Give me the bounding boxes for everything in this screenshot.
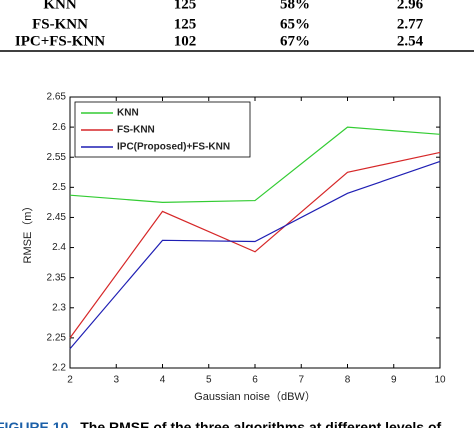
table-cell: 102 [174,33,197,49]
x-tick-label: 4 [160,375,166,386]
legend-label: FS-KNN [117,125,155,136]
y-tick-label: 2.3 [52,302,66,313]
table-cell: 58% [280,0,310,12]
y-axis-label: RMSE（m） [21,201,34,264]
y-tick-label: 2.35 [47,272,67,283]
x-tick-label: 2 [67,375,73,386]
table-cell: 125 [174,0,197,12]
series-line [69,126,441,203]
series-line [69,160,441,350]
table-cell: FS-KNN [32,16,88,32]
caption-label: FIGURE 10. [0,419,72,428]
table-cell: KNN [43,0,77,12]
table-cell: 67% [280,33,310,49]
y-tick-label: 2.6 [52,122,66,133]
x-tick-label: 6 [252,375,258,386]
table-cell: 125 [174,16,197,32]
x-tick-label: 8 [345,375,351,386]
x-tick-label: 7 [298,375,304,386]
x-tick-label: 9 [391,375,397,386]
table-cell: 65% [280,16,310,32]
y-tick-label: 2.65 [47,92,67,103]
series-line [69,151,441,339]
legend-label: IPC(Proposed)+FS-KNN [117,142,230,153]
y-tick-label: 2.4 [52,242,66,253]
table-cell: 2.54 [397,33,424,49]
caption-text: The RMSE of the three algorithms at diff… [80,419,441,428]
legend-label: KNN [117,108,139,119]
table-cell: 2.96 [397,0,424,12]
y-tick-label: 2.2 [52,363,66,374]
y-tick-label: 2.45 [47,212,67,223]
y-tick-label: 2.25 [47,333,67,344]
y-tick-label: 2.55 [47,152,67,163]
y-tick-label: 2.5 [52,182,66,193]
x-tick-label: 3 [113,375,119,386]
x-axis-label: Gaussian noise（dBW） [194,390,316,403]
table-cell: IPC+FS-KNN [15,33,105,49]
x-tick-label: 5 [206,375,212,386]
x-tick-label: 10 [434,375,446,386]
caption: FIGURE 10. The RMSE of the three algorith… [0,419,442,428]
table-cell: 2.77 [397,16,424,32]
